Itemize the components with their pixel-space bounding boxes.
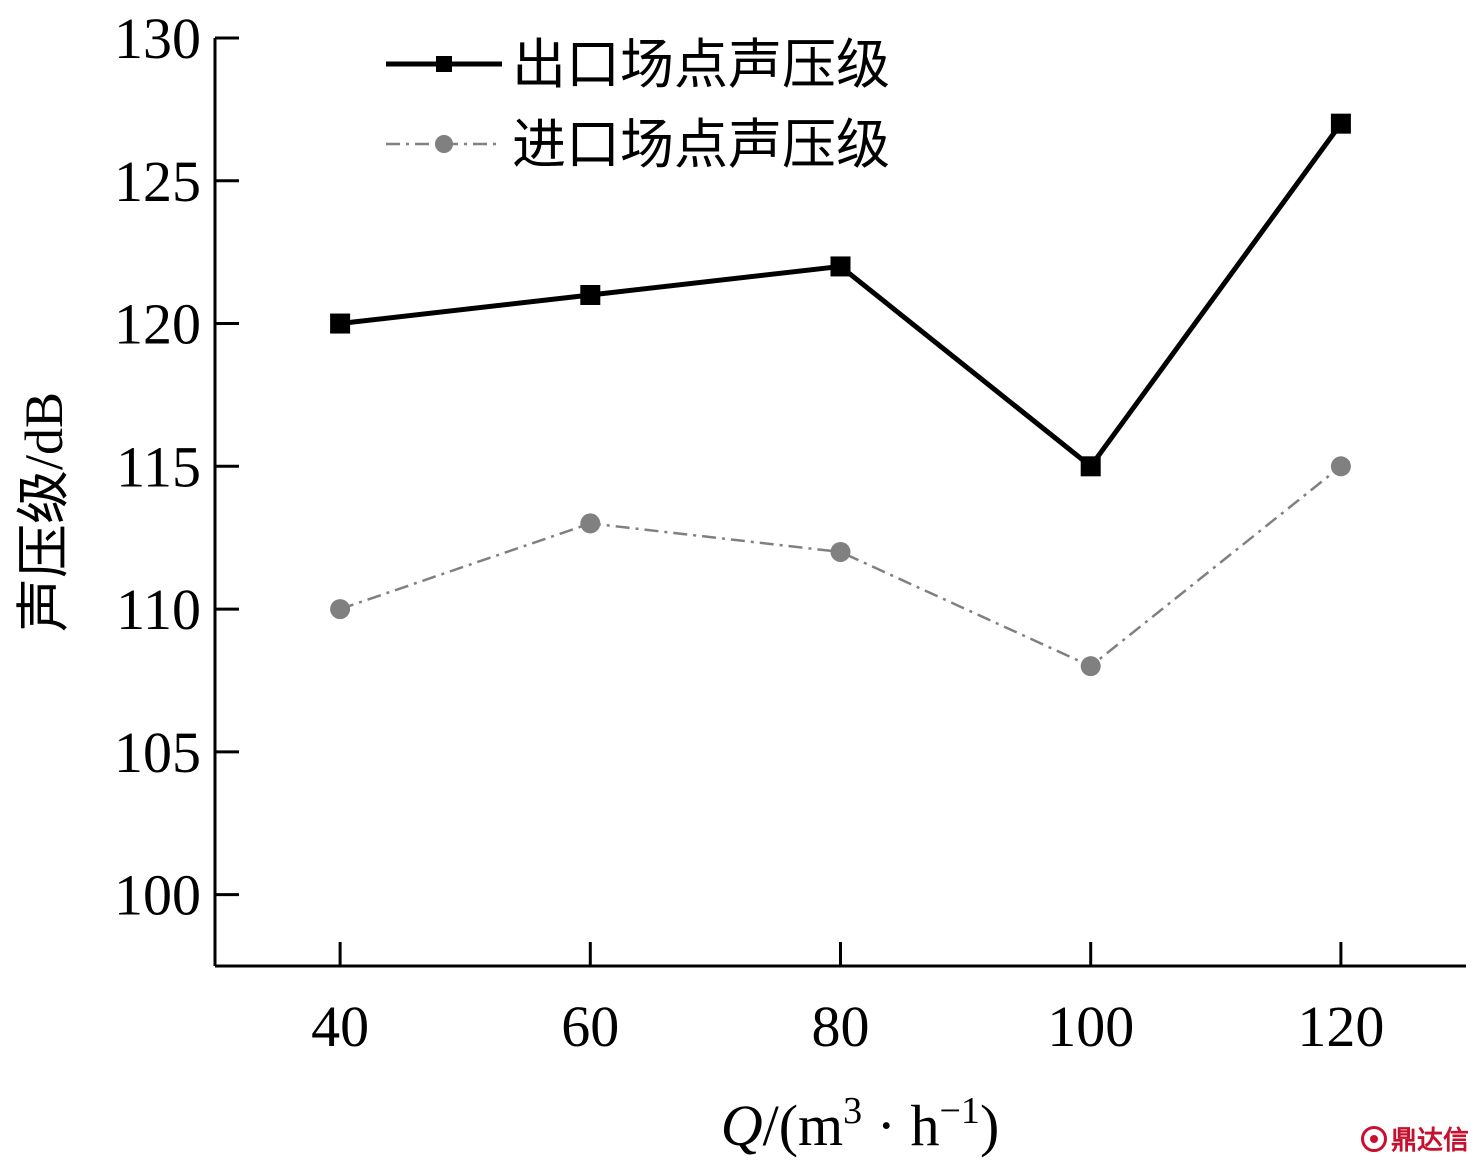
series-1-point-120 [1330,113,1351,134]
x-axis-label-end: ) [980,1093,999,1158]
series-1-point-80 [830,256,851,277]
series-1-point-100 [1080,456,1101,477]
y-tick-label-100: 100 [114,863,201,928]
series-2-point-80 [830,541,851,562]
x-axis-label: Q/(m3 · h−1) [721,1090,1000,1158]
x-tick-label-80: 80 [812,994,870,1059]
series-2-point-40 [330,599,351,620]
watermark-logo-icon [1360,1125,1387,1152]
series-2-point-100 [1080,656,1101,677]
legend-marker-2 [435,135,453,153]
series-layer [330,113,1351,677]
y-tick-label-125: 125 [114,149,201,214]
x-axis-label-sup2: −1 [940,1090,980,1132]
series-1-point-40 [330,313,351,334]
x-axis-label-unit: /(m [763,1093,844,1158]
x-tick-label-100: 100 [1047,994,1134,1059]
x-tick-label-120: 120 [1297,994,1384,1059]
legend-label-2: 进口场点声压级 [512,113,890,176]
x-axis-label-mid: · h [862,1093,939,1158]
y-tick-label-105: 105 [114,720,201,785]
watermark-text: 鼎达信 [1390,1126,1469,1156]
x-tick-label-60: 60 [561,994,619,1059]
y-tick-label-115: 115 [116,434,201,499]
series-2-point-120 [1330,456,1351,477]
series-1-point-60 [580,284,601,305]
y-tick-label-120: 120 [114,292,201,357]
legend-label-1: 出口场点声压级 [512,33,890,96]
x-tick-label-40: 40 [311,994,369,1059]
legend-marker-1 [436,56,452,72]
x-axis-label-variable: Q [721,1093,763,1158]
watermark: 鼎达信 [1360,1120,1469,1157]
axes: 100 105 110 115 120 125 130 40 60 80 100 120 [114,6,1466,1059]
x-axis-label-sup1: 3 [843,1090,862,1132]
series-2-point-60 [580,513,601,534]
y-axis-label: 声压级/dB [14,392,74,632]
series-line-2 [339,465,1342,668]
y-tick-label-130: 130 [114,6,201,71]
y-tick-label-110: 110 [116,577,201,642]
